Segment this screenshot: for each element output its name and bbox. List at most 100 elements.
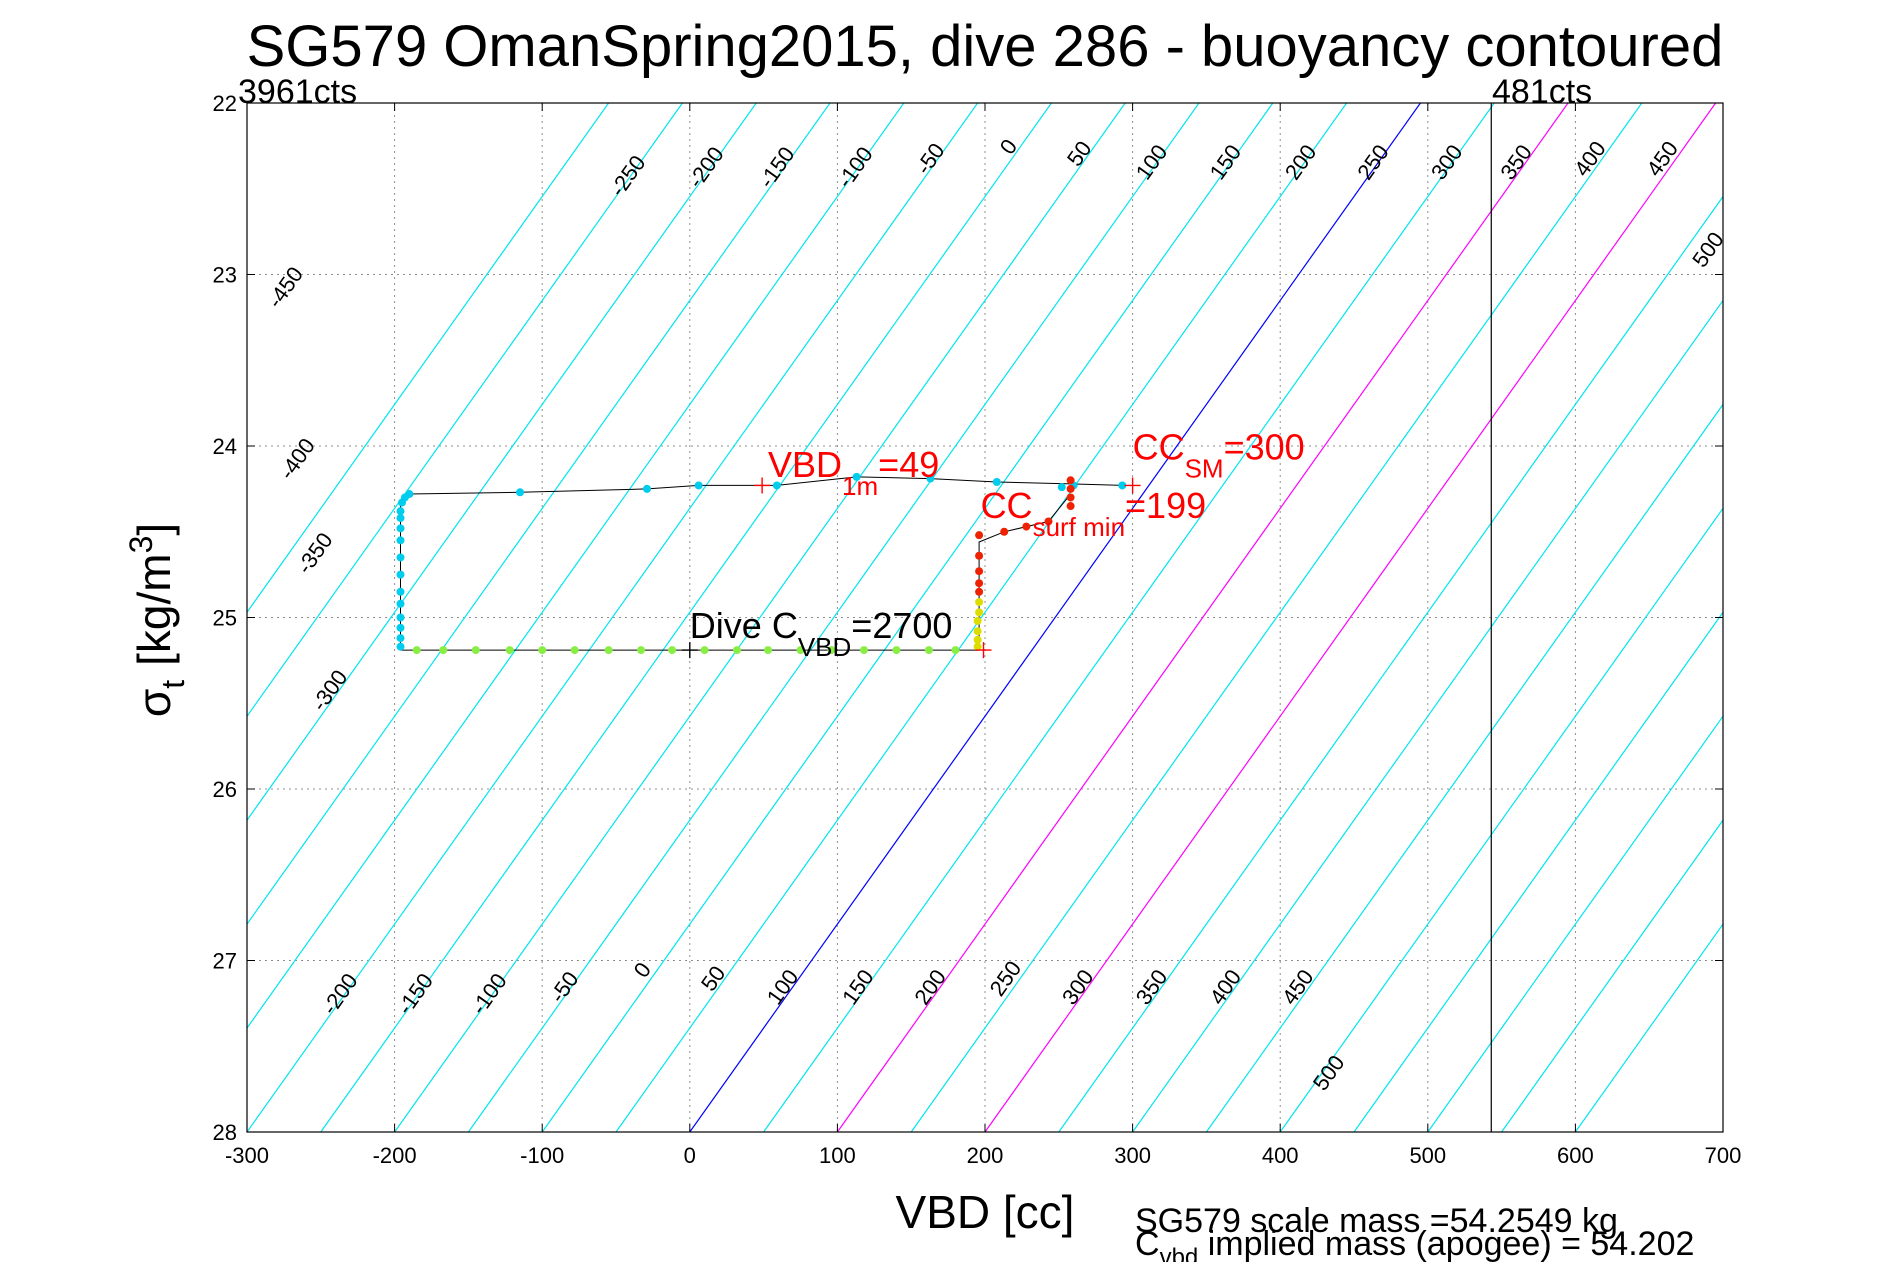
contour-line: [1132, 299, 1723, 1132]
contour-label: 0: [995, 134, 1022, 158]
contour-label: 250: [1352, 140, 1394, 184]
contour-label: 450: [1641, 136, 1683, 180]
contour-labels: -450-400-350-300-250 -200 -150 -100 -50 0 50 10…: [262, 134, 1729, 1095]
data-point: [975, 598, 984, 607]
annotation-sub: surf min: [1033, 512, 1125, 542]
footer-line-2-rest: implied mass (apogee) = 54.202: [1198, 1225, 1694, 1262]
annotation-markers: [681, 477, 1141, 659]
data-point: [926, 474, 935, 483]
contour-label: -300: [307, 665, 353, 715]
x-tick-label: 100: [819, 1143, 856, 1168]
contour-label: 300: [1057, 965, 1099, 1009]
data-point: [396, 642, 405, 651]
y-tick-label: 23: [213, 263, 237, 288]
data-point: [764, 646, 773, 655]
annotation-value: =2700: [851, 605, 952, 646]
annotation-main: CC: [1133, 427, 1185, 468]
contour-label: 350: [1495, 140, 1537, 184]
annotation-value: =199: [1125, 485, 1206, 526]
data-point: [396, 514, 405, 523]
svg-text:σt[kg/m3]: σt [kg/m3]: [123, 523, 191, 717]
contour-line: [1205, 403, 1723, 1132]
annotation-sub: SM: [1185, 454, 1224, 484]
contour-label: 100: [1131, 140, 1173, 184]
y-axis-ticks: 22 23 24 25 26 27 28: [213, 91, 1723, 1145]
data-point: [1066, 502, 1075, 511]
contour-line: [615, 103, 1348, 1132]
x-tick-label: 0: [684, 1143, 696, 1168]
y-axis-label-unit: [kg/m: [128, 553, 180, 665]
contour-label: -200: [683, 142, 729, 192]
corner-label-right: 481cts: [1492, 73, 1592, 111]
data-points: [396, 472, 1127, 655]
contour-line: [467, 103, 1200, 1132]
footer-line-1: SG579 scale mass =54.2549 kg: [1135, 1202, 1618, 1240]
data-point: [637, 646, 646, 655]
contour-label: 350: [1131, 965, 1173, 1009]
footer-line-2-main: C: [1135, 1225, 1160, 1262]
contour-label: 200: [909, 965, 951, 1009]
contour-line: [247, 103, 683, 718]
data-point: [975, 567, 984, 576]
contour-label: 300: [1426, 140, 1468, 184]
data-point: [733, 646, 742, 655]
data-point: [975, 587, 984, 596]
contour-label: 0: [629, 958, 656, 982]
data-point: [975, 608, 984, 617]
data-point: [668, 646, 677, 655]
annotation-sub: 1m: [842, 471, 878, 501]
contour-label: -450: [262, 262, 308, 312]
data-point: [1066, 484, 1075, 493]
contour-label: -50: [545, 967, 584, 1007]
data-point: [1066, 493, 1075, 502]
x-tick-label: 700: [1705, 1143, 1742, 1168]
contour-label: 450: [1277, 965, 1319, 1009]
x-tick-label: 200: [967, 1143, 1004, 1168]
data-point: [396, 536, 405, 545]
footer-line-2: Cvbd implied mass (apogee) = 54.202: [1135, 1225, 1694, 1262]
data-point: [827, 646, 836, 655]
data-point: [1118, 481, 1127, 490]
data-point: [892, 646, 901, 655]
annotation-label: Dive CVBD=2700: [690, 605, 953, 662]
contour-line: [910, 103, 1643, 1132]
data-point: [975, 551, 984, 560]
contour-label: -200: [317, 969, 363, 1019]
data-point: [396, 634, 405, 643]
annotation-main: VBD: [768, 444, 842, 485]
contour-label: 250: [985, 956, 1027, 1000]
annotation-marker: [681, 642, 698, 659]
data-point: [973, 616, 982, 625]
data-point: [859, 646, 868, 655]
data-point: [973, 642, 982, 651]
data-point: [1000, 527, 1009, 536]
y-tick-label: 24: [213, 434, 237, 459]
contour-line: [247, 103, 757, 822]
data-point: [1066, 476, 1075, 485]
annotation-label: CCSM=300: [1133, 427, 1305, 484]
contour-line: [320, 103, 1052, 1132]
contour-label: 500: [1308, 1051, 1350, 1095]
data-point: [772, 481, 781, 490]
data-point: [924, 646, 933, 655]
contour-label: -350: [292, 528, 338, 578]
data-point: [1044, 517, 1053, 526]
annotation-label: VBD1m=49: [768, 444, 939, 501]
annotation-main: Dive C: [690, 605, 798, 646]
x-tick-label: 400: [1262, 1143, 1299, 1168]
data-point: [396, 507, 405, 516]
contour-label: -150: [754, 142, 800, 192]
contour-label: -50: [911, 138, 950, 178]
grid: [247, 103, 1723, 1132]
annotation-sub: VBD: [798, 632, 851, 662]
contour-line: [1279, 507, 1723, 1132]
data-point: [973, 627, 982, 636]
contour-line: [1427, 715, 1723, 1132]
x-tick-label: -300: [225, 1143, 269, 1168]
data-point: [604, 646, 613, 655]
contour-line: [689, 103, 1421, 1132]
contour-line: [541, 103, 1274, 1132]
corner-label-left: 3961cts: [238, 73, 357, 111]
data-point: [396, 623, 405, 632]
